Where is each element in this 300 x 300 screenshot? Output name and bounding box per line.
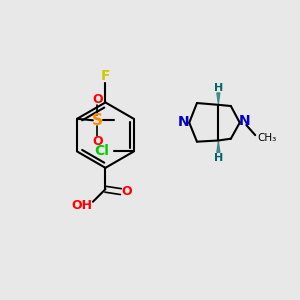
Text: F: F: [101, 69, 110, 83]
Text: N: N: [238, 114, 250, 128]
Polygon shape: [217, 142, 220, 152]
Text: Cl: Cl: [94, 145, 109, 158]
Text: S: S: [92, 113, 103, 128]
Text: CH₃: CH₃: [257, 133, 276, 143]
Text: O: O: [122, 185, 132, 198]
Text: H: H: [214, 153, 223, 163]
Text: O: O: [92, 93, 103, 106]
Text: N: N: [178, 115, 190, 129]
Text: OH: OH: [71, 199, 92, 212]
Text: H: H: [214, 82, 223, 93]
Polygon shape: [217, 93, 220, 104]
Text: O: O: [92, 135, 103, 148]
